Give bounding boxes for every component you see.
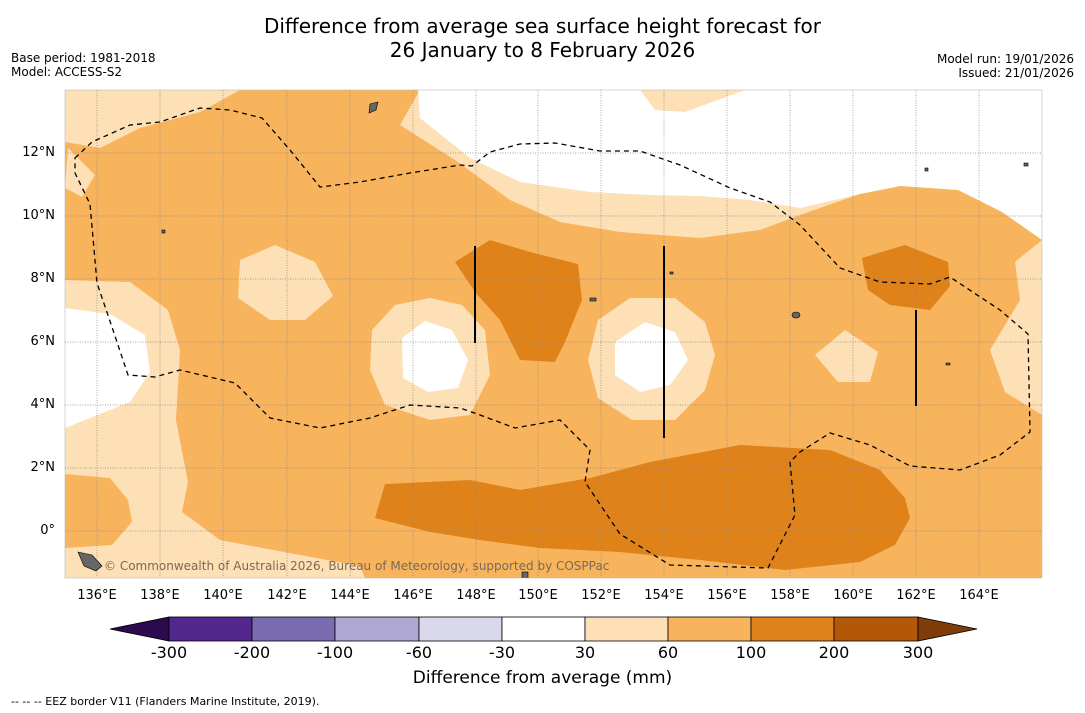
colorbar-label-60: 60 xyxy=(657,643,679,662)
colorbar-label-n200: -200 xyxy=(233,643,271,662)
y-tick-8n: 8°N xyxy=(30,271,56,286)
colorbar xyxy=(109,616,978,642)
x-tick-160e: 160°E xyxy=(833,588,873,603)
x-tick-142e: 142°E xyxy=(267,588,307,603)
colorbar-label-30: 30 xyxy=(574,643,596,662)
colorbar-segment-n100-n60 xyxy=(334,616,420,642)
x-tick-154e: 154°E xyxy=(644,588,684,603)
colorbar-label-n60: -60 xyxy=(405,643,433,662)
x-tick-162e: 162°E xyxy=(896,588,936,603)
x-tick-146e: 146°E xyxy=(393,588,433,603)
eez-border xyxy=(74,107,1031,569)
colorbar-segment-100-200 xyxy=(750,616,835,642)
colorbar-label-300: 300 xyxy=(902,643,934,662)
anomaly-neutral-north xyxy=(418,90,1042,240)
y-tick-12n: 12°N xyxy=(22,145,55,160)
x-tick-140e: 140°E xyxy=(203,588,243,603)
colorbar-label-n300: -300 xyxy=(150,643,188,662)
map-frame xyxy=(64,89,1043,579)
anomaly-100-200-northeast xyxy=(862,245,950,310)
issued-date: Issued: 21/01/2026 xyxy=(958,66,1074,80)
x-tick-144e: 144°E xyxy=(330,588,370,603)
x-tick-136e: 136°E xyxy=(77,588,117,603)
transect-lines xyxy=(474,246,917,438)
colorbar-title: Difference from average (mm) xyxy=(412,668,673,688)
colorbar-label-100: 100 xyxy=(735,643,767,662)
colorbar-segment-n30-30 xyxy=(501,616,586,642)
colorbar-label-n100: -100 xyxy=(316,643,354,662)
y-tick-4n: 4°N xyxy=(30,397,56,412)
y-tick-10n: 10°N xyxy=(22,208,55,223)
x-tick-156e: 156°E xyxy=(707,588,747,603)
anomaly-neutral-ring-154 xyxy=(615,322,688,392)
y-tick-0: 0° xyxy=(40,523,55,538)
colorbar-extend-high xyxy=(917,616,978,642)
anomaly-30-60-patch-160 xyxy=(815,330,878,382)
colorbar-label-n30: -30 xyxy=(488,643,516,662)
colorbar-segment-n300-n200 xyxy=(168,616,253,642)
colorbar-segment-n60-n30 xyxy=(418,616,503,642)
anomaly-100-200-north-148 xyxy=(455,240,582,362)
copyright-notice: © Commonwealth of Australia 2026, Bureau… xyxy=(104,559,610,573)
colorbar-extend-low xyxy=(109,616,170,642)
eez-footnote: -- -- -- EEZ border V11 (Flanders Marine… xyxy=(11,695,320,708)
x-tick-148e: 148°E xyxy=(456,588,496,603)
anomaly-30-60-east xyxy=(990,240,1042,415)
y-tick-2n: 2°N xyxy=(30,460,56,475)
colorbar-segment-200-300 xyxy=(833,616,919,642)
anomaly-100-200-equatorial xyxy=(375,445,910,570)
graticule xyxy=(65,90,1042,578)
title-line-2: 26 January to 8 February 2026 xyxy=(389,38,696,62)
y-tick-6n: 6°N xyxy=(30,334,56,349)
colorbar-segment-30-60 xyxy=(584,616,669,642)
x-tick-158e: 158°E xyxy=(770,588,810,603)
colorbar-segment-60-100 xyxy=(667,616,752,642)
title-line-1: Difference from average sea surface heig… xyxy=(263,14,822,38)
anomaly-30-60-patch-141 xyxy=(238,245,333,320)
anomaly-60-100-southwest xyxy=(65,474,132,548)
anomaly-neutral-west xyxy=(65,308,150,428)
anomaly-30-60-small-west xyxy=(65,148,95,197)
model-name: Model: ACCESS-S2 xyxy=(11,65,123,79)
anomaly-neutral-ring-147 xyxy=(402,321,468,392)
x-tick-138e: 138°E xyxy=(140,588,180,603)
colorbar-label-200: 200 xyxy=(818,643,850,662)
base-period: Base period: 1981-2018 xyxy=(11,51,156,65)
model-info: Base period: 1981-2018 Model: ACCESS-S2 xyxy=(11,51,156,79)
x-tick-150e: 150°E xyxy=(518,588,558,603)
x-tick-152e: 152°E xyxy=(581,588,621,603)
map-plot-area xyxy=(65,90,1042,578)
x-tick-164e: 164°E xyxy=(959,588,999,603)
colorbar-segment-n200-n100 xyxy=(251,616,336,642)
run-info: Model run: 19/01/2026 Issued: 21/01/2026 xyxy=(937,52,1074,80)
islands xyxy=(77,101,1029,578)
map-title: Difference from average sea surface heig… xyxy=(0,14,1085,62)
model-run: Model run: 19/01/2026 xyxy=(936,52,1074,66)
anomaly-30-60-northwest xyxy=(65,90,240,148)
